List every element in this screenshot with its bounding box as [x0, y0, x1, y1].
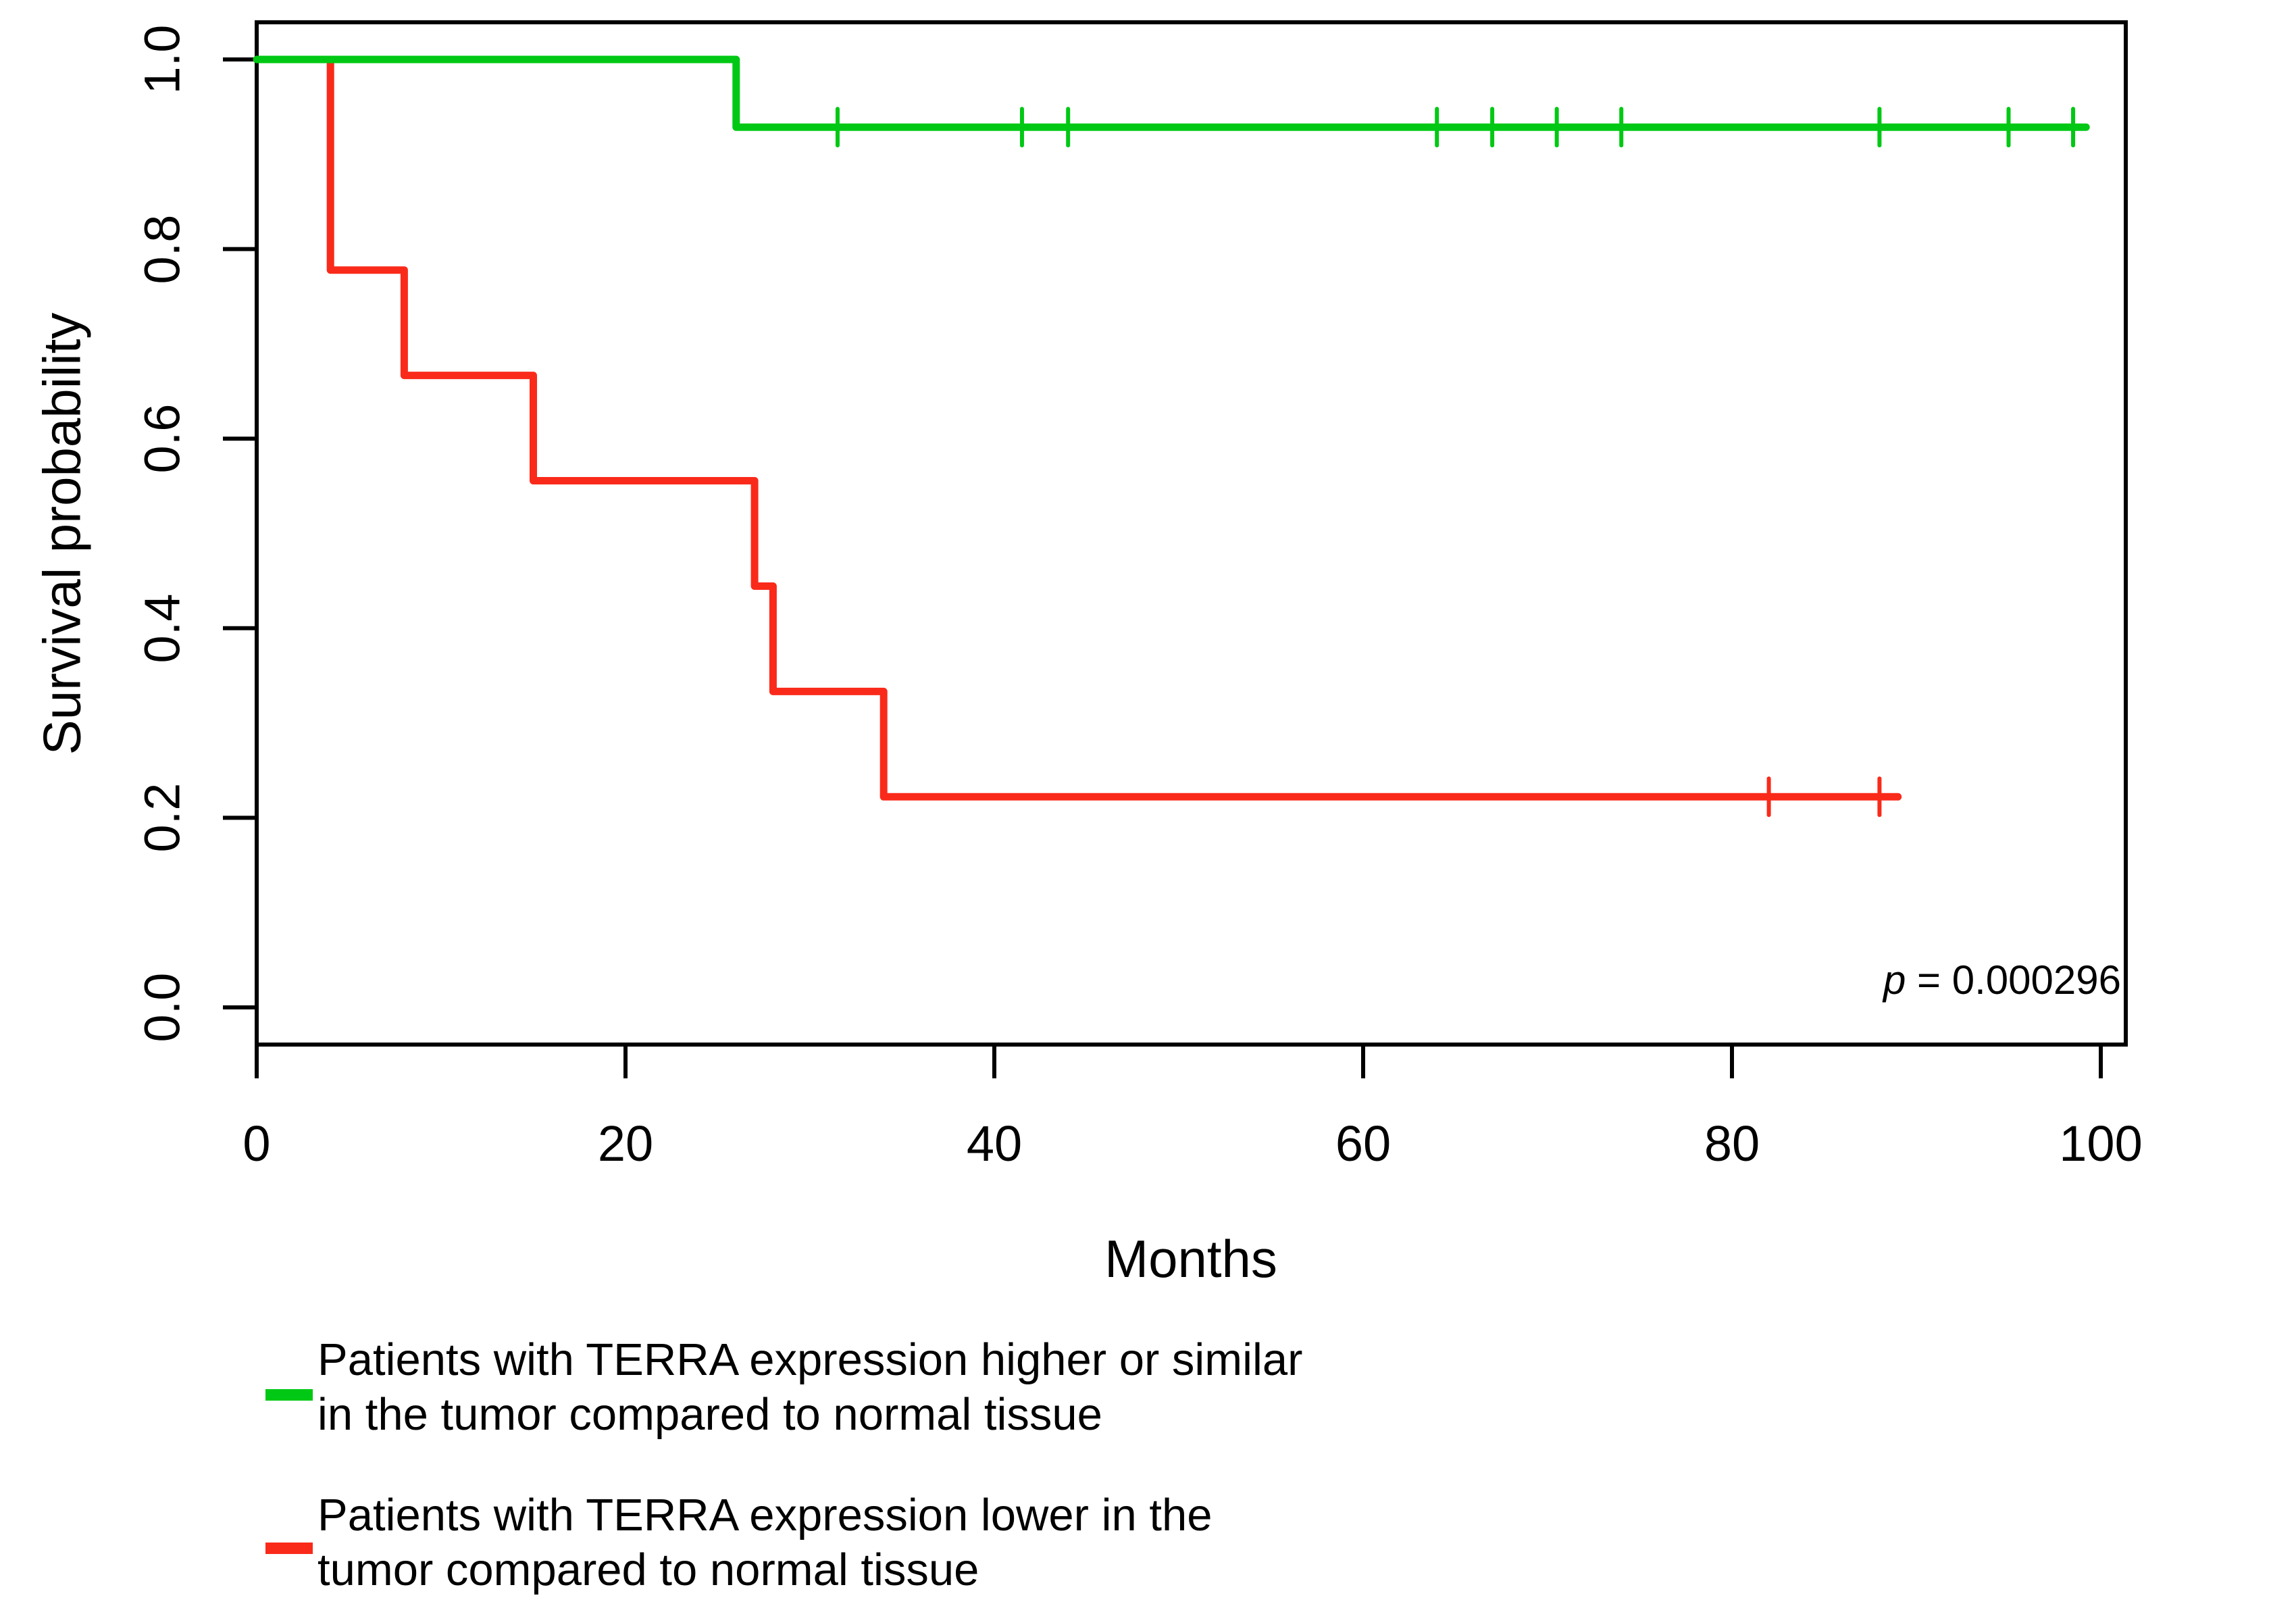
legend-label-higher: Patients with TERRA expression higher or… — [317, 1332, 1302, 1442]
y-tick-label: 0.2 — [134, 782, 190, 853]
survival-curve-higher — [253, 55, 2090, 131]
p-value-number: = 0.000296 — [1906, 957, 2121, 1003]
y-tick-label: 0.6 — [134, 403, 190, 474]
y-tick-label: 0.0 — [134, 972, 190, 1043]
plot-box — [255, 20, 2128, 1047]
legend-swatch-lower — [265, 1543, 313, 1554]
x-tick-label: 60 — [1335, 1116, 1392, 1172]
x-tick-label: 0 — [243, 1116, 271, 1172]
x-tick-label: 80 — [1704, 1116, 1760, 1172]
legend-label-lower-line1: Patients with TERRA expression lower in … — [317, 1490, 1213, 1540]
legend-label-higher-line1: Patients with TERRA expression higher or… — [317, 1334, 1303, 1385]
p-value-symbol: p — [1883, 957, 1906, 1003]
x-tick-label: 40 — [966, 1116, 1023, 1172]
legend-label-higher-line2: in the tumor compared to normal tissue — [317, 1389, 1102, 1440]
y-axis-title: Survival probability — [32, 312, 92, 755]
legend-label-lower-line2: tumor compared to normal tissue — [317, 1545, 979, 1595]
legend-swatch-higher — [265, 1389, 313, 1401]
x-tick-label: 20 — [597, 1116, 654, 1172]
x-axis-title: Months — [1104, 1229, 1277, 1288]
p-value-annotation: p = 0.000296 — [1883, 957, 2121, 1003]
survival-curve-lower — [253, 55, 1902, 801]
x-tick-label: 100 — [2059, 1116, 2143, 1172]
legend-label-lower: Patients with TERRA expression lower in … — [317, 1488, 1213, 1597]
y-tick-label: 1.0 — [134, 24, 190, 95]
y-tick-label: 0.8 — [134, 214, 190, 284]
y-tick-label: 0.4 — [134, 593, 190, 663]
